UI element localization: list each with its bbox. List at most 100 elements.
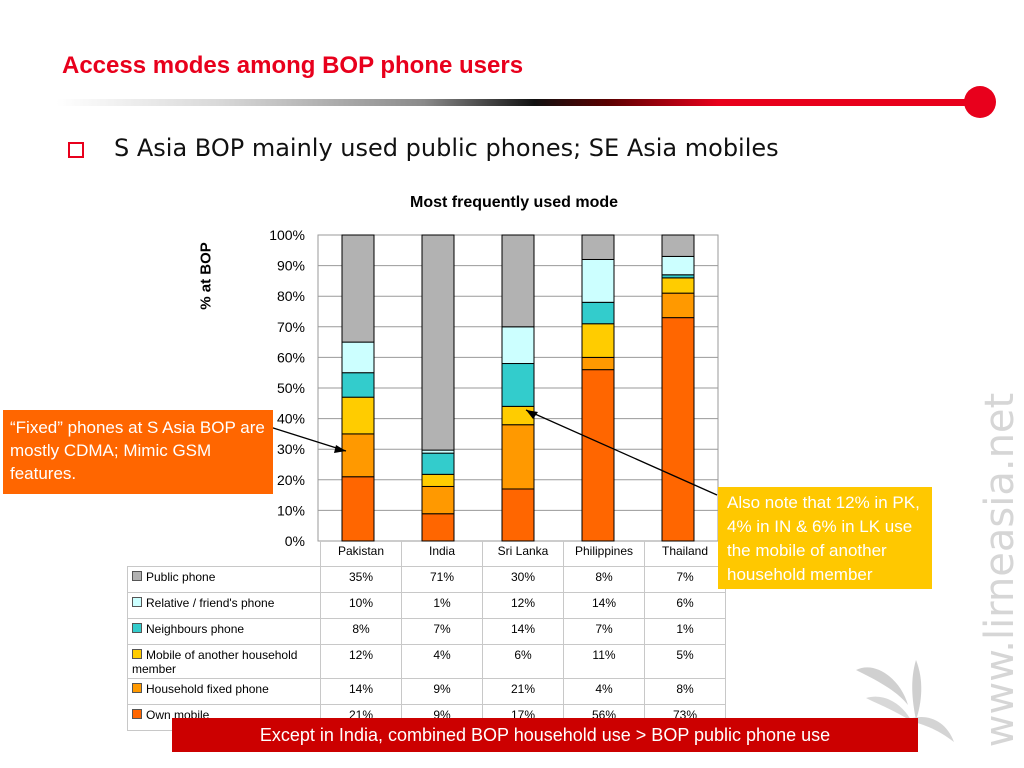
table-row: Household fixed phone 14% 9% 21% 4% 8% [127, 678, 726, 705]
bar-segment [341, 234, 375, 343]
table-row: Mobile of another household member 12% 4% 6… [127, 644, 726, 679]
bar-segment [661, 292, 695, 319]
data-label: 11% [563, 644, 645, 679]
data-label: 14% [482, 618, 564, 645]
x-tick-label: Pakistan [320, 541, 402, 567]
bar-segment [501, 234, 535, 328]
bar-segment [661, 317, 695, 542]
x-tick-label: India [401, 541, 483, 567]
bar-segment [421, 513, 455, 542]
data-label: 14% [320, 678, 402, 705]
bar-segment [341, 341, 375, 374]
bar-segment [661, 234, 695, 257]
chart-title: Most frequently used mode [409, 194, 619, 211]
brand-logo-icon [856, 660, 954, 742]
y-tick-label: 70% [277, 319, 305, 335]
legend-swatch [132, 597, 142, 607]
bar-segment [501, 363, 535, 407]
bullet-text: S Asia BOP mainly used public phones; SE… [114, 134, 779, 162]
bar-segment [661, 277, 695, 294]
bar-segment [341, 396, 375, 435]
data-label: 1% [401, 592, 483, 619]
bar-segment [501, 405, 535, 426]
x-tick-label: Philippines [563, 541, 645, 567]
callout-right: Also note that 12% in PK, 4% in IN & 6% … [718, 487, 932, 589]
watermark: www.lirneasia.net [977, 392, 1023, 748]
bar-segment [341, 372, 375, 398]
data-label: 12% [320, 644, 402, 679]
data-label: 1% [644, 618, 726, 645]
legend-entry: Household fixed phone [127, 678, 321, 705]
data-label: 21% [482, 678, 564, 705]
data-label: 7% [563, 618, 645, 645]
data-label: 12% [482, 592, 564, 619]
data-label: 4% [401, 644, 483, 679]
legend-entry: Neighbours phone [127, 618, 321, 645]
legend-swatch [132, 571, 142, 581]
data-label: 8% [644, 678, 726, 705]
y-tick-label: 0% [285, 533, 305, 549]
bar-segment [341, 476, 375, 542]
legend-entry: Relative / friend's phone [127, 592, 321, 619]
data-label: 14% [563, 592, 645, 619]
bullet-square-icon [68, 142, 84, 158]
title-divider [56, 99, 976, 106]
callout-right-arrowhead [526, 410, 538, 419]
y-tick-label: 60% [277, 349, 305, 365]
bar-segment [581, 369, 615, 542]
callout-right-arrow [525, 409, 718, 496]
callout-left: “Fixed” phones at S Asia BOP are mostly … [3, 410, 273, 494]
data-label: 9% [401, 678, 483, 705]
bar-segment [421, 234, 455, 451]
legend-entry: Public phone [127, 566, 321, 593]
bar-segment [581, 323, 615, 358]
bar-segment [581, 258, 615, 303]
data-label: 10% [320, 592, 402, 619]
table-header-row: Pakistan India Sri Lanka Philippines Thailan… [128, 541, 726, 567]
data-label: 5% [644, 644, 726, 679]
bar-segment [501, 424, 535, 490]
y-tick-label: 30% [277, 441, 305, 457]
data-label: 8% [320, 618, 402, 645]
table-row: Public phone 35% 71% 30% 8% 7% [127, 566, 726, 593]
legend-swatch [132, 623, 142, 633]
data-label: 7% [401, 618, 483, 645]
data-label: 71% [401, 566, 483, 593]
bar-segment [501, 488, 535, 542]
legend-swatch [132, 709, 142, 719]
bar-segment [341, 433, 375, 478]
data-label: 7% [644, 566, 726, 593]
bar-segment [661, 255, 695, 276]
callout-left-arrowhead [334, 445, 346, 453]
bar-segment [421, 452, 455, 475]
x-tick-label: Thailand [644, 541, 726, 567]
y-tick-label: 90% [277, 258, 305, 274]
data-table: Pakistan India Sri Lanka Philippines Thailan… [127, 541, 726, 731]
bar-segment [421, 485, 455, 515]
legend-swatch [132, 649, 142, 659]
bar-segment [581, 234, 615, 260]
y-tick-label: 80% [277, 288, 305, 304]
data-label: 8% [563, 566, 645, 593]
data-label: 6% [482, 644, 564, 679]
legend-swatch [132, 683, 142, 693]
x-tick-label: Sri Lanka [482, 541, 564, 567]
data-label: 4% [563, 678, 645, 705]
divider-dot [964, 86, 996, 118]
data-label: 30% [482, 566, 564, 593]
bar-segment [421, 473, 455, 487]
slide-title: Access modes among BOP phone users [62, 52, 524, 79]
data-label: 6% [644, 592, 726, 619]
bar-segment [581, 301, 615, 325]
legend-entry: Mobile of another household member [127, 644, 321, 679]
y-tick-label: 100% [269, 227, 305, 243]
bar-segment [581, 356, 615, 371]
y-tick-label: 40% [277, 411, 305, 427]
table-row: Relative / friend's phone 10% 1% 12% 14% 6% [127, 592, 726, 619]
y-tick-label: 10% [277, 502, 305, 518]
table-row: Neighbours phone 8% 7% 14% 7% 1% [127, 618, 726, 645]
data-label: 35% [320, 566, 402, 593]
bar-segment [501, 326, 535, 365]
y-tick-label: 20% [277, 472, 305, 488]
y-tick-label: 50% [277, 380, 305, 396]
